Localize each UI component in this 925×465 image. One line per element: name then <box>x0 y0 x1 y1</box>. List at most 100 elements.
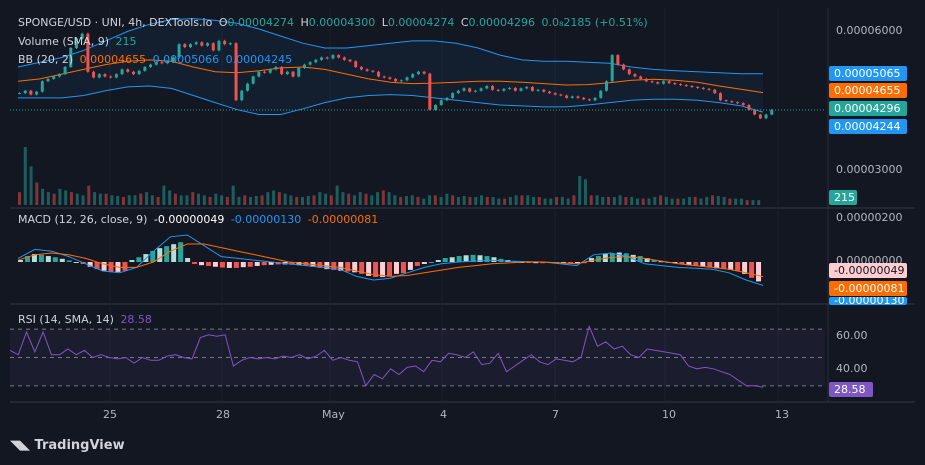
macd-hist-bar <box>45 256 51 262</box>
bb-legend[interactable]: BB (20, 2) 0.00004655 0.00005066 0.00004… <box>18 53 295 66</box>
macd-hist-bar <box>18 260 23 262</box>
macd-legend[interactable]: MACD (12, 26, close, 9) -0.00000049 -0.0… <box>18 213 381 226</box>
macd-hist-bar <box>52 257 58 262</box>
volume-bar <box>185 195 189 205</box>
volume-bar <box>121 196 125 205</box>
volume-bar <box>624 196 628 205</box>
volume-bar <box>202 195 206 205</box>
volume-bar <box>699 198 703 205</box>
macd-hist-bar <box>630 254 636 262</box>
macd-hist-bar <box>435 260 441 262</box>
volume-bar <box>231 185 235 205</box>
volume-bar <box>347 193 351 205</box>
volume-bar <box>612 196 616 205</box>
volume-bar <box>254 195 258 205</box>
macd-hist-bar <box>331 262 337 270</box>
macd-hist-bar <box>101 262 107 271</box>
volume-bar <box>98 193 102 205</box>
candle <box>525 86 529 89</box>
macd-hist-bar <box>150 250 156 262</box>
candle <box>206 43 210 46</box>
volume-bar <box>468 196 472 205</box>
candle <box>257 71 261 77</box>
candle <box>337 55 341 58</box>
candle <box>245 83 249 91</box>
macd-hist-bar <box>470 254 476 262</box>
candle <box>428 73 432 110</box>
volume-bar <box>670 198 674 205</box>
bb-lower-badge: 0.00004244 <box>829 119 907 134</box>
volume-bar <box>711 195 715 205</box>
candle <box>217 40 221 51</box>
macd-hist-bar <box>380 262 386 278</box>
volume-bar <box>422 198 426 205</box>
macd-hist-bar <box>296 262 302 266</box>
macd-hist-bar <box>275 262 281 265</box>
candle <box>730 101 734 103</box>
tradingview-logo[interactable]: ◥◣ TradingView <box>10 438 125 453</box>
close-value: 0.00004296 <box>468 16 536 29</box>
volume-bar <box>266 192 270 205</box>
volume-bar <box>693 196 697 205</box>
macd-hist-bar <box>254 262 260 266</box>
volume-bar <box>324 193 328 205</box>
volume-bar <box>555 196 559 205</box>
macd-hist-bar <box>24 256 30 262</box>
rsi-pane <box>9 324 825 388</box>
volume-bar <box>705 196 709 205</box>
volume-bar <box>318 192 322 205</box>
macd-hist-bar <box>449 257 455 262</box>
macd-hist-bar <box>749 262 755 278</box>
volume-bar <box>156 196 160 205</box>
macd-hist-bar <box>268 262 274 265</box>
volume-bar <box>295 196 299 205</box>
volume-bar <box>497 198 501 205</box>
rsi-line <box>9 324 764 388</box>
candle <box>18 93 21 95</box>
volume-pane <box>18 147 761 205</box>
candle <box>627 69 631 75</box>
candle <box>422 71 426 74</box>
volume-bar <box>341 192 345 205</box>
macd-hist-bar <box>651 260 657 262</box>
volume-bar <box>572 195 576 205</box>
price-tick: 0.00003000 <box>836 163 903 176</box>
symbol-title: SPONGE/USD · UNI, 4h, DEXTools.io <box>18 16 213 29</box>
rsi-legend[interactable]: RSI (14, SMA, 14) 28.58 <box>18 313 155 326</box>
volume-bar <box>370 195 374 205</box>
volume-bar <box>23 147 27 205</box>
macd-hist-bar <box>73 262 79 263</box>
candle <box>183 44 187 48</box>
macd-hist-bar <box>484 256 490 262</box>
volume-bar <box>560 196 564 205</box>
candle <box>582 97 586 100</box>
candle <box>97 74 101 78</box>
volume-bar <box>428 195 432 205</box>
volume-bar <box>168 190 172 205</box>
high-value: 0.00004300 <box>308 16 376 29</box>
volume-bar <box>595 195 599 205</box>
volume-bar <box>531 196 535 205</box>
volume-bar <box>745 200 749 205</box>
volume-bar <box>173 193 177 205</box>
macd-pane <box>17 234 764 286</box>
open-label: O <box>218 16 228 29</box>
macd-hist-bar <box>38 254 44 262</box>
candle <box>696 86 700 88</box>
volume-bar <box>243 195 247 205</box>
volume-bar <box>41 188 45 205</box>
volume-bar <box>46 192 50 205</box>
open-value: 0.00004274 <box>227 16 294 29</box>
volume-bar <box>139 193 143 205</box>
volume-bar <box>520 195 524 205</box>
volume-bar <box>549 198 553 205</box>
macd-hist-bar <box>94 262 100 270</box>
macd-hist-bar <box>756 262 762 282</box>
candle <box>354 61 358 67</box>
volume-bar <box>757 200 761 205</box>
candle <box>86 33 90 72</box>
volume-bar <box>728 198 732 205</box>
volume-legend[interactable]: Volume (SMA, 9) 215 <box>18 35 139 48</box>
volume-bar <box>607 196 611 205</box>
